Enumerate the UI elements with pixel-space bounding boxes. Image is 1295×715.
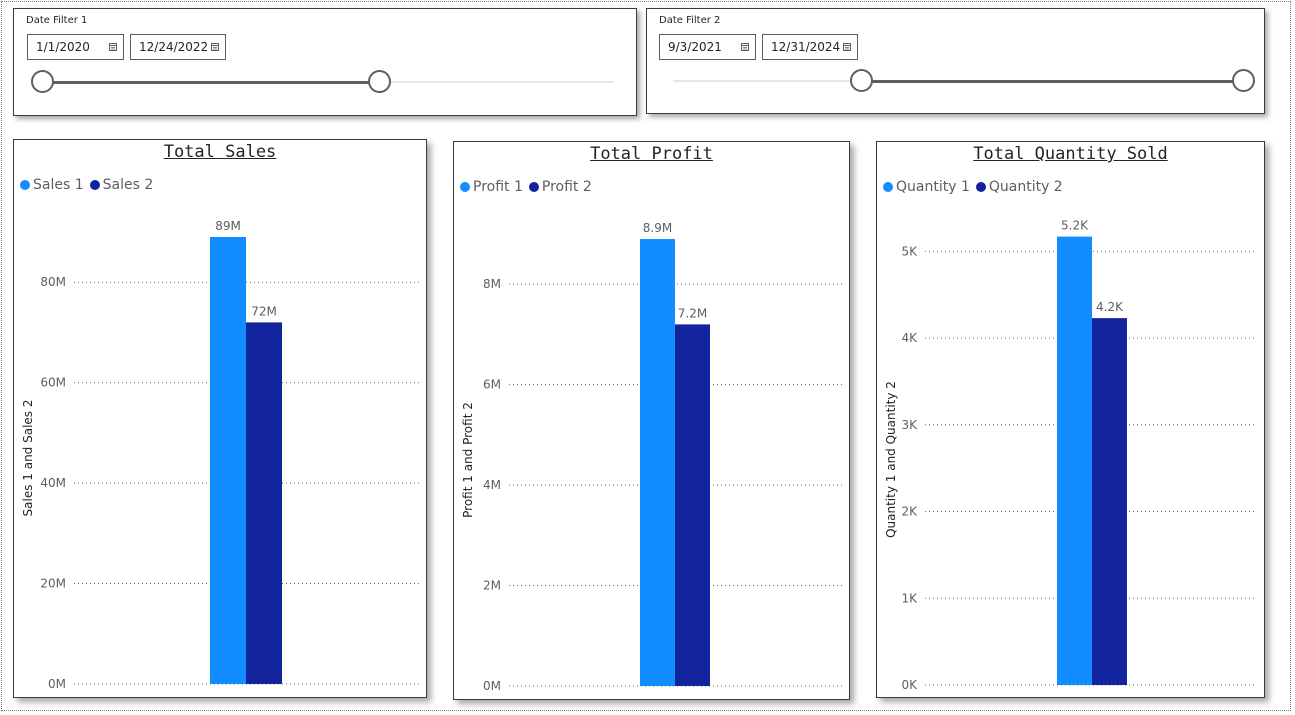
- y-tick-label: 40M: [40, 476, 66, 490]
- chart-title: Total Sales: [163, 142, 277, 162]
- y-tick-label: 60M: [40, 376, 66, 390]
- date-filter-2-slicer[interactable]: Date Filter 2 9/3/2021 12/31/2024: [646, 8, 1265, 114]
- legend-item[interactable]: Profit 2: [528, 179, 592, 195]
- end-date-value: 12/24/2022: [139, 40, 209, 54]
- start-date-input[interactable]: 9/3/2021: [659, 34, 756, 60]
- legend-item[interactable]: Quantity 2: [975, 179, 1063, 195]
- bar-quantity-1: [1057, 236, 1092, 685]
- chart-legend: Sales 1 Sales 2: [20, 177, 153, 193]
- start-date-input[interactable]: 1/1/2020: [27, 34, 124, 60]
- data-label: 89M: [215, 219, 241, 233]
- data-label: 8.9M: [643, 221, 672, 235]
- end-date-input[interactable]: 12/24/2022: [130, 34, 226, 60]
- y-tick-label: 3K: [901, 418, 918, 432]
- y-axis-label: Profit 1 and Profit 2: [461, 402, 475, 518]
- bar-profit-1: [640, 239, 675, 686]
- legend-label: Sales 1: [33, 177, 84, 193]
- y-tick-label: 2K: [901, 505, 918, 519]
- legend-label: Sales 2: [102, 177, 154, 193]
- legend-item[interactable]: Quantity 1: [883, 179, 970, 195]
- y-tick-label: 0M: [483, 679, 501, 693]
- y-tick-label: 8M: [483, 277, 501, 291]
- legend-label: Profit 1: [473, 179, 523, 195]
- total-quantity-sold-chart[interactable]: Total Quantity Sold Quantity 1 Quantity …: [876, 141, 1265, 698]
- y-tick-label: 20M: [40, 577, 66, 591]
- chart-title: Total Profit: [590, 144, 713, 164]
- chart-plot-area: 0M 2M 4M 6M 8M Profit 1 and Profit 2 8.9M 7.2M: [461, 221, 842, 693]
- calendar-icon[interactable]: [109, 43, 117, 51]
- chart-plot-area: 0K 1K 2K 3K 4K 5K Quantity 1 and Quantity 2 5.2…: [884, 219, 1257, 692]
- chart-legend: Profit 1 Profit 2: [460, 179, 592, 195]
- legend-marker: [883, 182, 893, 192]
- slider-end-handle[interactable]: [1231, 69, 1255, 92]
- y-tick-label: 0M: [48, 677, 66, 691]
- legend-marker: [89, 180, 100, 190]
- data-label: 72M: [251, 304, 277, 318]
- chart-legend: Quantity 1 Quantity 2: [883, 179, 1063, 195]
- legend-marker: [528, 182, 539, 192]
- y-tick-label: 80M: [40, 275, 66, 289]
- y-axis-label: Sales 1 and Sales 2: [21, 400, 35, 517]
- slicer-title: Date Filter 1: [26, 15, 88, 26]
- start-date-value: 1/1/2020: [36, 40, 90, 54]
- legend-label: Profit 2: [541, 179, 592, 195]
- y-tick-label: 4M: [483, 478, 501, 492]
- y-axis-label: Quantity 1 and Quantity 2: [884, 381, 898, 538]
- legend-marker: [975, 182, 986, 192]
- legend-marker: [20, 180, 30, 190]
- bar-sales-1: [210, 237, 246, 684]
- start-date-value: 9/3/2021: [668, 40, 722, 54]
- bar-quantity-2: [1092, 318, 1127, 685]
- slider-start-handle[interactable]: [849, 69, 873, 92]
- y-tick-label: 1K: [901, 591, 918, 605]
- data-label: 4.2K: [1096, 300, 1124, 314]
- total-sales-chart[interactable]: Total Sales Sales 1 Sales 2 0M 20M 40M 60M 8…: [13, 139, 427, 698]
- slicer-title: Date Filter 2: [659, 15, 721, 26]
- slider-selected-range: [42, 80, 380, 84]
- end-date-value: 12/31/2024: [771, 40, 841, 54]
- calendar-icon[interactable]: [741, 43, 749, 51]
- data-label: 7.2M: [678, 306, 707, 320]
- total-profit-chart[interactable]: Total Profit Profit 1 Profit 2 0M 2M 4M 6M 8…: [453, 141, 850, 700]
- y-tick-label: 0K: [901, 678, 918, 692]
- y-tick-label: 5K: [901, 244, 918, 258]
- end-date-input[interactable]: 12/31/2024: [762, 34, 858, 60]
- y-tick-label: 2M: [483, 579, 501, 593]
- legend-label: Quantity 2: [988, 179, 1063, 195]
- data-label: 5.2K: [1061, 219, 1089, 233]
- y-tick-label: 4K: [901, 331, 918, 345]
- legend-label: Quantity 1: [896, 179, 970, 195]
- calendar-icon[interactable]: [843, 43, 851, 51]
- calendar-icon[interactable]: [211, 43, 219, 51]
- legend-item[interactable]: Sales 2: [89, 177, 154, 193]
- legend-marker: [460, 182, 470, 192]
- bar-sales-2: [246, 322, 282, 684]
- legend-item[interactable]: Sales 1: [20, 177, 84, 193]
- slider-selected-range: [861, 79, 1243, 83]
- bar-profit-2: [675, 324, 710, 686]
- slider-start-handle[interactable]: [30, 70, 54, 93]
- y-tick-label: 6M: [483, 378, 501, 392]
- chart-plot-area: 0M 20M 40M 60M 80M Sales 1 and Sales 2 89M 72M: [21, 219, 419, 691]
- chart-title: Total Quantity Sold: [973, 144, 1168, 164]
- legend-item[interactable]: Profit 1: [460, 179, 523, 195]
- slider-end-handle[interactable]: [367, 70, 391, 93]
- date-filter-1-slicer[interactable]: Date Filter 1 1/1/2020 12/24/2022: [13, 8, 637, 116]
